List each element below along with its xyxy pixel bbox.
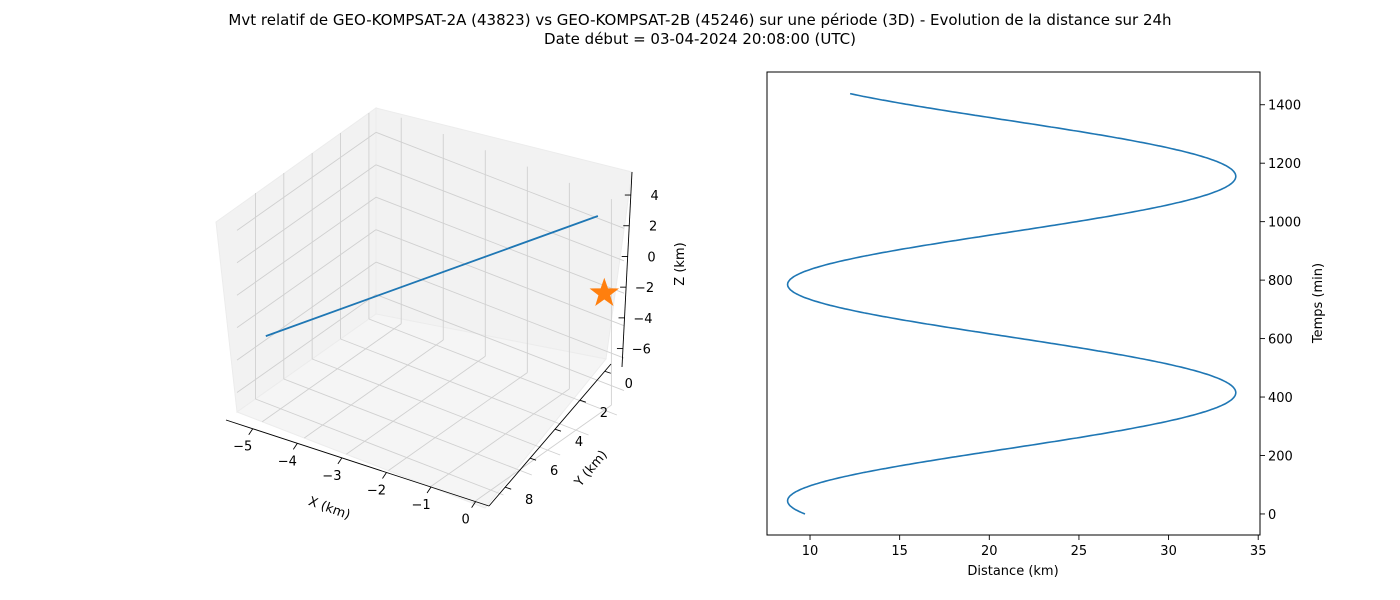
grid-line-z (236, 164, 377, 264)
grid-line-z (375, 196, 625, 294)
y2-tick-label: 1200 (1268, 157, 1301, 172)
y-axis-line (488, 363, 612, 507)
grid-line-z (236, 131, 377, 231)
grid-line-x (261, 323, 402, 423)
x2-tick-label: 35 (1250, 544, 1267, 559)
grid-line-x (346, 355, 486, 455)
trajectory-line (265, 215, 599, 337)
y2-tick-label: 600 (1268, 333, 1293, 348)
grid-line-z (375, 294, 625, 391)
grid-line-z (375, 164, 625, 262)
x-tick-label: −5 (233, 440, 252, 455)
y2-tick-label: 1000 (1268, 216, 1301, 231)
x-tick (248, 428, 254, 435)
y-tick (505, 486, 512, 490)
grid-line-z (375, 229, 625, 327)
grid-line-y (340, 338, 589, 436)
grid-line-z (375, 261, 625, 359)
grid-3d (236, 113, 625, 504)
z-tick-label: −6 (632, 343, 651, 358)
ticks-2d: 10 15 20 25 30 35 0 200 400 600 800 1000 1200 1400 (802, 99, 1301, 559)
grid-line-y (312, 358, 561, 456)
x-tick (471, 501, 477, 508)
x-tick (382, 472, 387, 479)
x-tick (292, 443, 298, 450)
distance-curve (786, 92, 1237, 515)
grid-line-z (236, 261, 377, 361)
grid-line-x (472, 404, 612, 504)
y2-tick-label: 400 (1268, 391, 1293, 406)
plot2d-frame (766, 71, 1261, 536)
y-tick-label: 0 (625, 377, 633, 392)
x2-tick-label: 15 (891, 544, 908, 559)
x-tick-label: −1 (411, 498, 430, 513)
y-tick-label: 8 (525, 493, 533, 508)
y-tick (604, 370, 611, 374)
grid-line-x (388, 372, 528, 471)
x-tick-label: −4 (278, 454, 297, 469)
z-tick-label: −2 (635, 281, 654, 296)
x-tick-label: −2 (367, 483, 386, 498)
x-tick-label: 0 (461, 513, 469, 528)
grid-line-z (236, 229, 377, 329)
z-tick-label: 2 (649, 220, 657, 235)
y2-tick-label: 0 (1268, 508, 1276, 523)
x2-tick-label: 30 (1160, 544, 1177, 559)
x-tick (426, 486, 432, 494)
grid-line-z (236, 196, 377, 296)
y-axis-label: Y (km) (571, 448, 610, 491)
x2-axis-label: Distance (km) (967, 564, 1058, 579)
axes-3d (225, 171, 633, 507)
grid-line-x (430, 388, 570, 488)
pane-floor (235, 313, 607, 509)
grid-line-x (303, 339, 444, 439)
y-tick (529, 457, 537, 461)
x2-tick-label: 20 (981, 544, 998, 559)
y-tick (554, 428, 562, 432)
grid-line-y (283, 378, 532, 476)
y-tick-label: 2 (600, 406, 608, 421)
x-tick (337, 457, 343, 465)
x-axis-line (225, 419, 490, 507)
x2-tick-label: 10 (802, 544, 819, 559)
z-tick-label: 4 (651, 189, 659, 204)
y-tick-label: 6 (550, 464, 558, 479)
y-tick-label: 4 (575, 435, 583, 450)
ticks-3d: −5 −4 −3 −2 −1 0 0 2 4 6 8 4 2 0 −2 −4 −6 (233, 189, 659, 528)
grid-line-y (368, 318, 618, 416)
x-tick-label: −3 (322, 469, 341, 484)
z-tick-label: −4 (633, 312, 652, 327)
y2-axis-label: Temps (min) (1311, 263, 1326, 344)
y2-tick-label: 800 (1268, 274, 1293, 289)
x-axis-label: X (km) (306, 494, 352, 523)
chart-title: Mvt relatif de GEO-KOMPSAT-2A (43823) vs… (228, 11, 1172, 29)
z-axis-line (621, 171, 633, 368)
z-tick-label: 0 (647, 250, 655, 265)
y2-tick-label: 1400 (1268, 99, 1301, 114)
grid-line-y (255, 398, 504, 496)
z-axis-label: Z (km) (673, 242, 688, 285)
star-marker (589, 277, 620, 306)
grid-line-z (236, 294, 377, 393)
plot2d: 10 15 20 25 30 35 0 200 400 600 800 1000 1200 1400 Di… (766, 71, 1326, 579)
x2-tick-label: 25 (1071, 544, 1088, 559)
grid-line-z (375, 131, 625, 229)
chart-subtitle: Date début = 03-04-2024 20:08:00 (UTC) (544, 30, 856, 48)
y-tick (579, 399, 587, 403)
y2-tick-label: 200 (1268, 449, 1293, 464)
